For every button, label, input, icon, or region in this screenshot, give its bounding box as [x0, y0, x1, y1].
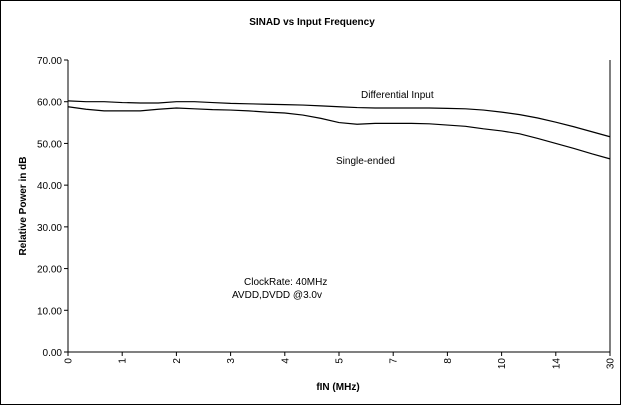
x-tick-label: 30	[606, 358, 617, 370]
x-tick-label: 3	[226, 358, 237, 364]
clockrate-annotation: ClockRate: 40MHz	[244, 277, 327, 288]
x-tick-label: 8	[443, 358, 454, 364]
chart-title: SINAD vs Input Frequency	[249, 17, 375, 28]
y-tick-label: 0.00	[43, 348, 63, 359]
x-tick-label: 4	[280, 358, 291, 364]
x-tick-label: 14	[551, 358, 562, 370]
differential-input-label: Differential Input	[361, 90, 434, 101]
single-ended-line	[67, 106, 611, 160]
avdd-annotation: AVDD,DVDD @3.0v	[232, 290, 322, 301]
y-tick-label: 60.00	[37, 98, 62, 109]
x-tick-label: 2	[172, 358, 183, 364]
x-tick-label: 0	[64, 358, 75, 364]
y-tick-label: 30.00	[37, 223, 62, 234]
x-tick-label: 5	[335, 358, 346, 364]
series-lines	[67, 100, 611, 160]
single-ended-label: Single-ended	[336, 156, 395, 167]
y-tick-label: 40.00	[37, 181, 62, 192]
y-ticks: 0.00 10.00 20.00 30.00 40.00 50.00 60.00 70.00	[37, 56, 68, 359]
x-tick-label: 7	[389, 358, 400, 364]
y-tick-label: 70.00	[37, 56, 62, 67]
plot-area	[67, 60, 611, 353]
y-tick-label: 50.00	[37, 139, 62, 150]
y-axis-label: Relative Power in dB	[18, 157, 29, 256]
x-tick-label: 10	[497, 358, 508, 370]
y-tick-label: 20.00	[37, 265, 62, 276]
x-tick-label: 1	[118, 358, 129, 364]
y-tick-label: 10.00	[37, 306, 62, 317]
x-axis-label: fIN (MHz)	[316, 382, 359, 393]
x-ticks: 0 1 2 3 4 5 7 8 10 14 30	[64, 352, 617, 369]
differential-input-line	[67, 100, 611, 138]
